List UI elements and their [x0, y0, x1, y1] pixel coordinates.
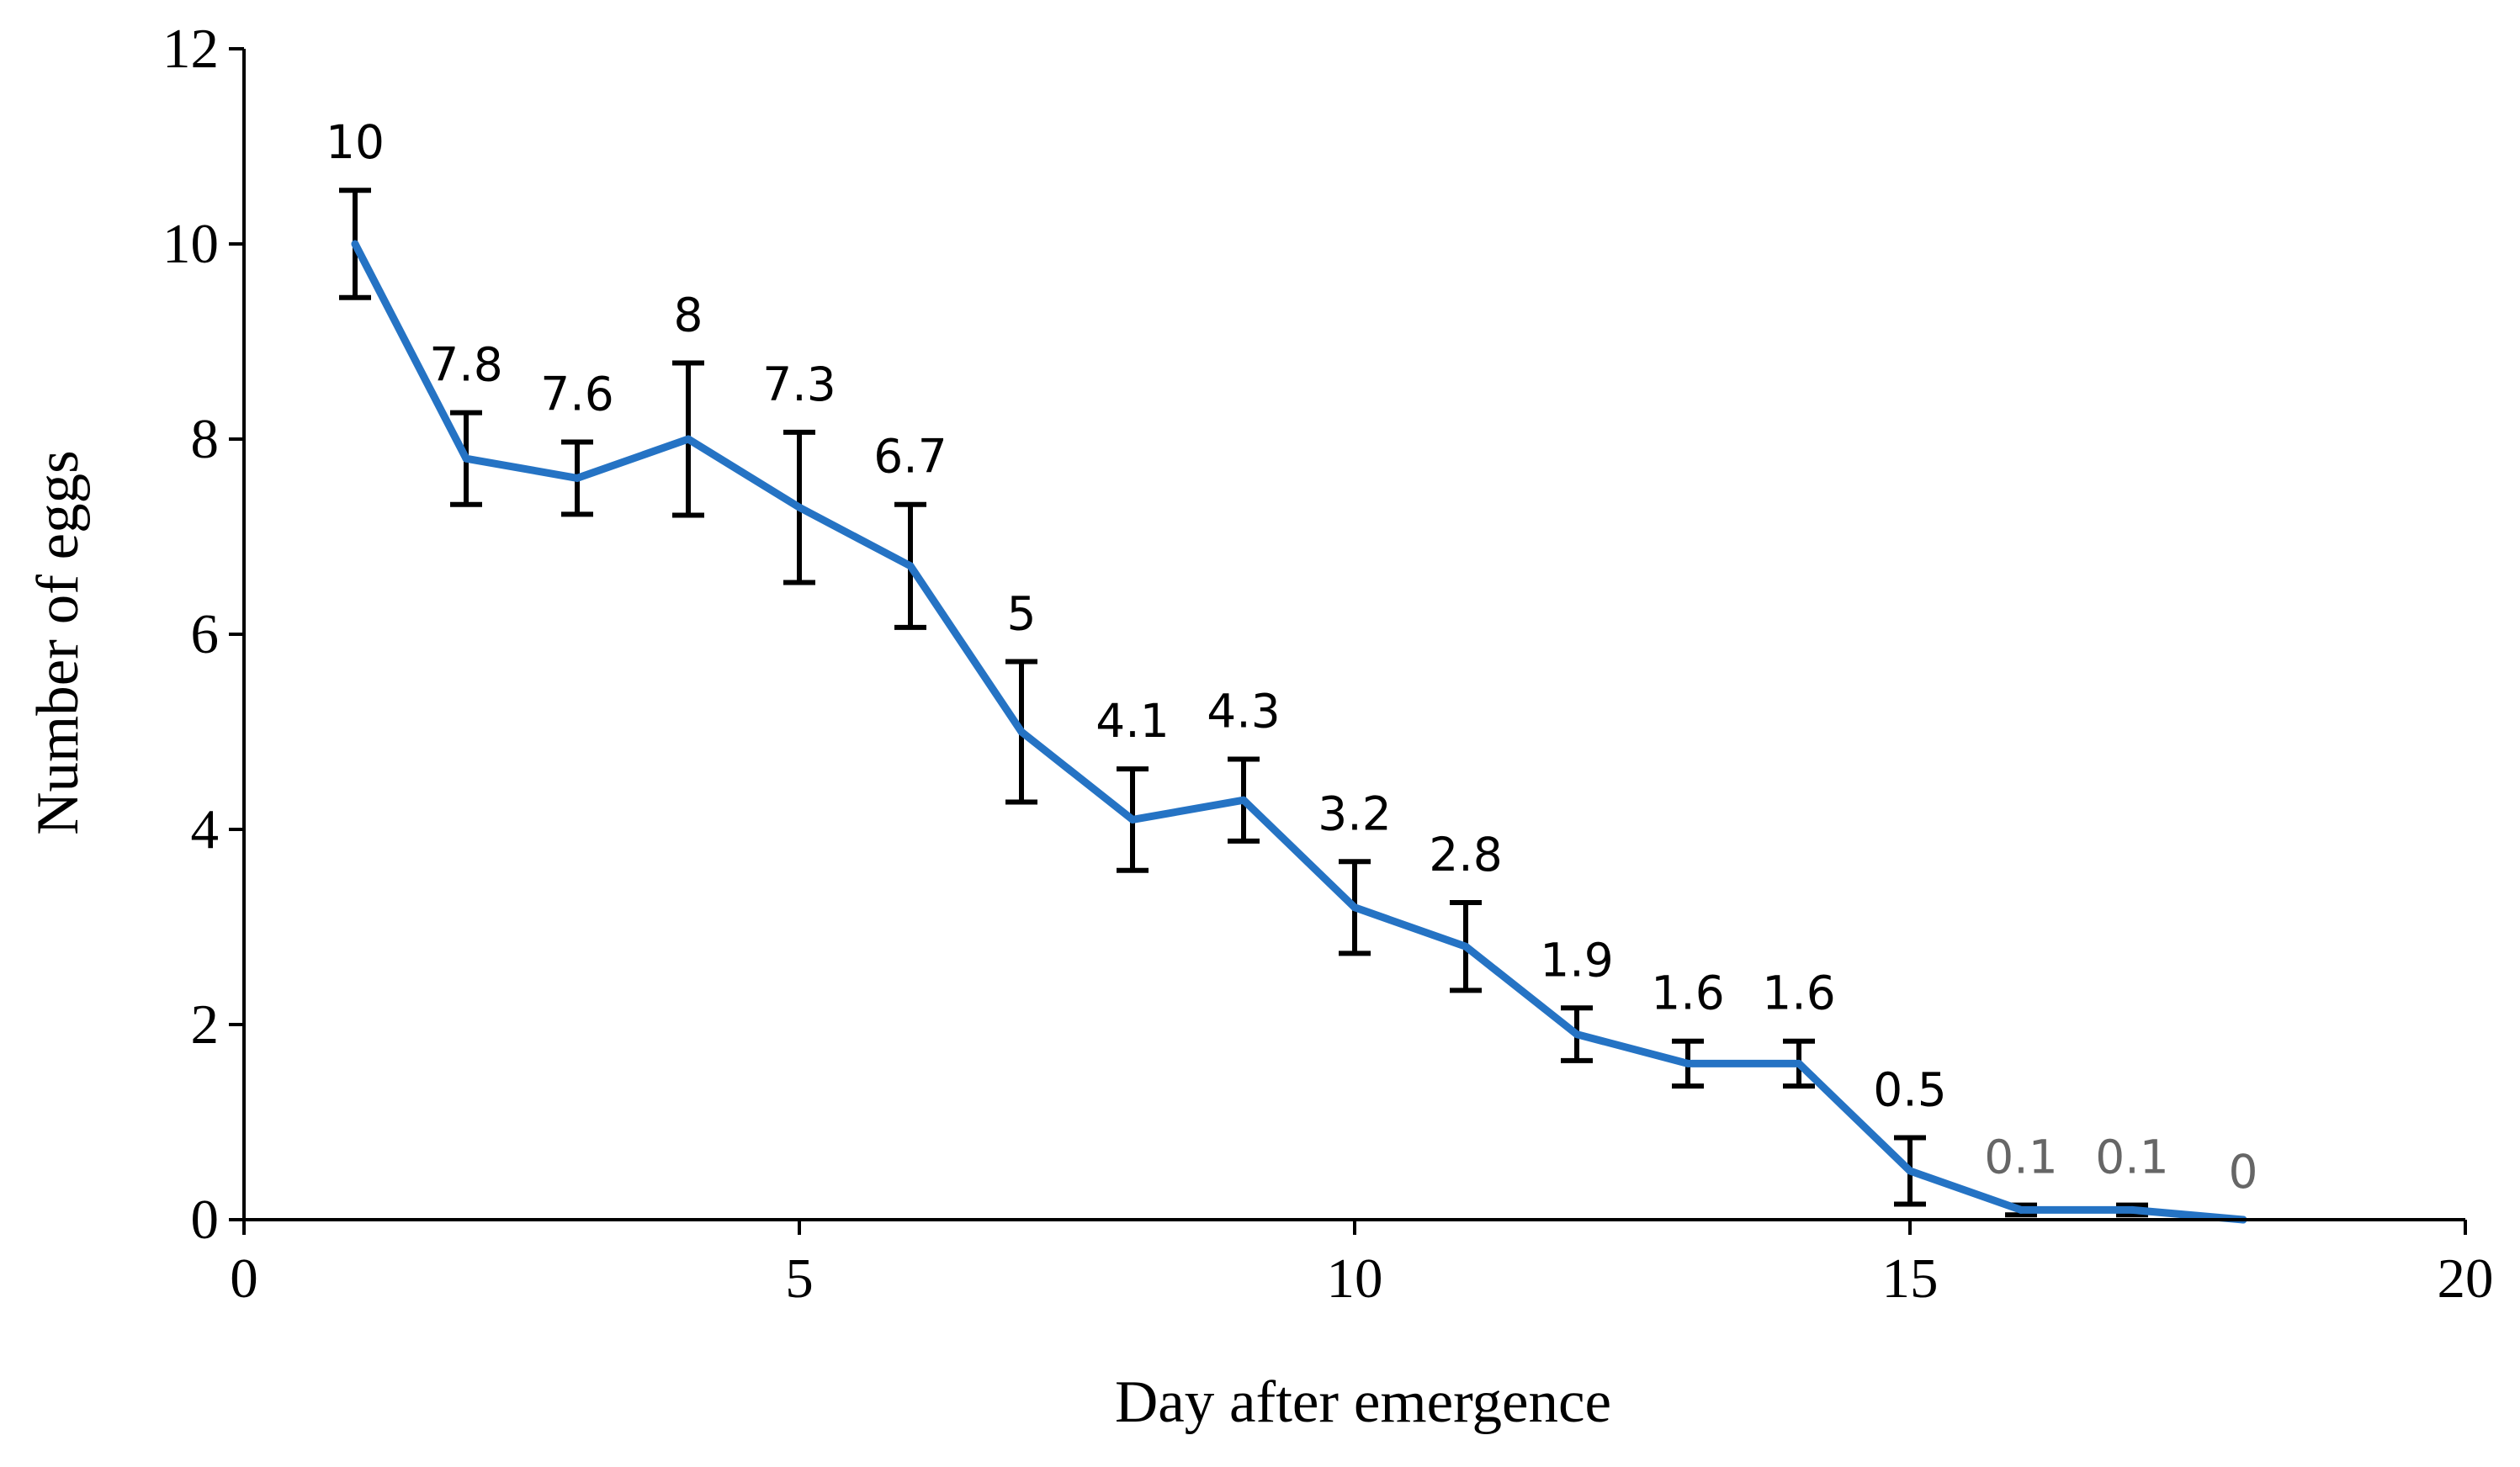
data-point — [906, 562, 915, 570]
data-label: 0.1 — [2095, 1131, 2168, 1184]
data-point — [1462, 942, 1470, 951]
data-label: 1.9 — [1540, 933, 1613, 987]
data-label: 5 — [1007, 586, 1037, 640]
data-point — [795, 503, 804, 511]
x-tick-label: 5 — [785, 1247, 814, 1310]
y-tick-label: 8 — [191, 408, 220, 470]
y-tick-label: 12 — [162, 18, 219, 80]
x-axis-title: Day after emergence — [1115, 1369, 1611, 1435]
data-label: 3.2 — [1318, 786, 1391, 840]
data-point — [2017, 1205, 2025, 1214]
data-point — [462, 454, 470, 463]
x-axis-ticks: 0 5 10 15 20 — [230, 1220, 2494, 1310]
data-label: 1.6 — [1762, 967, 1835, 1020]
data-point — [1128, 815, 1137, 824]
data-point — [1684, 1059, 1692, 1067]
data-label: 10 — [326, 115, 385, 169]
x-tick-label: 10 — [1327, 1247, 1383, 1310]
y-axis-title: Number of eggs — [25, 450, 91, 834]
data-point — [351, 240, 359, 248]
data-point — [2128, 1205, 2136, 1214]
y-tick-label: 2 — [191, 993, 220, 1056]
x-tick-label: 15 — [1882, 1247, 1939, 1310]
data-point — [1239, 796, 1248, 804]
data-label: 0 — [2229, 1145, 2258, 1199]
series-line — [351, 240, 2247, 1224]
series-group — [351, 240, 2247, 1224]
data-point — [684, 435, 692, 443]
data-label: 0.5 — [1873, 1063, 1946, 1117]
data-point — [1573, 1030, 1581, 1039]
y-tick-label: 10 — [162, 213, 219, 275]
data-point — [1795, 1059, 1803, 1067]
data-point — [573, 474, 581, 482]
data-label: 8 — [674, 289, 703, 342]
data-label: 7.8 — [429, 338, 502, 392]
data-point — [1350, 903, 1359, 912]
y-tick-label: 0 — [191, 1189, 220, 1251]
data-label: 7.3 — [762, 357, 836, 411]
data-label: 0.1 — [1984, 1131, 2057, 1184]
data-label: 4.1 — [1096, 694, 1169, 748]
data-label: 1.6 — [1651, 967, 1724, 1020]
data-labels: 10 7.8 7.6 8 7.3 6.7 5 4.1 4.3 3.2 2.8 1.9 1.6 1.6 0.5… — [326, 115, 2258, 1199]
y-axis-ticks: 0 2 4 6 8 10 12 — [162, 18, 244, 1251]
data-label: 7.6 — [540, 367, 613, 421]
data-label: 6.7 — [873, 430, 947, 484]
y-tick-label: 4 — [191, 798, 220, 861]
data-point — [1906, 1167, 1914, 1175]
data-point — [1017, 728, 1026, 736]
data-label: 2.8 — [1429, 828, 1502, 882]
x-tick-label: 0 — [230, 1247, 258, 1310]
y-tick-label: 6 — [191, 603, 220, 665]
data-label: 4.3 — [1207, 684, 1280, 738]
x-tick-label: 20 — [2438, 1247, 2494, 1310]
